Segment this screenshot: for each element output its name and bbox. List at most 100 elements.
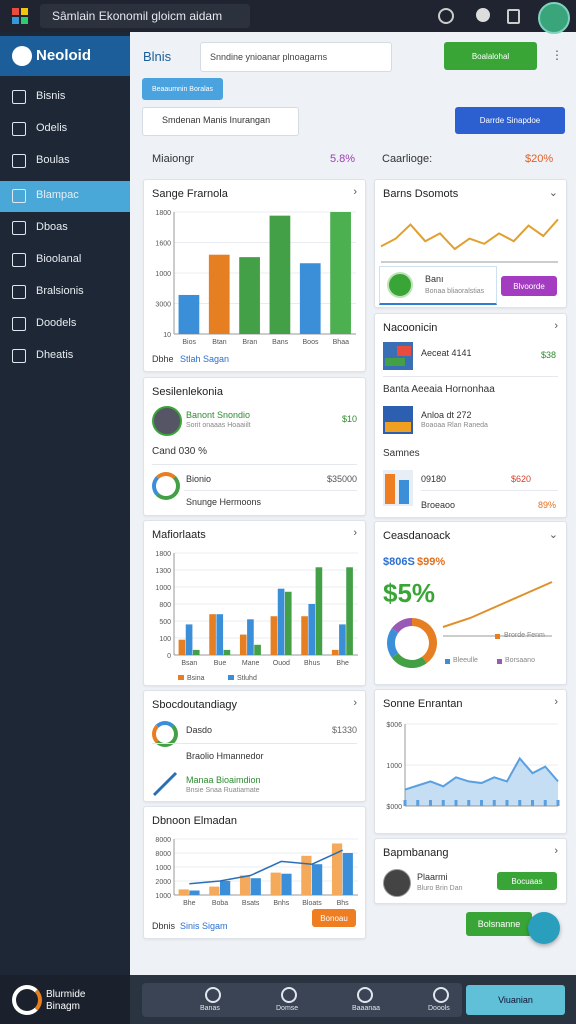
item-name: Banı [425, 274, 444, 284]
summary-label: Caarlioge: [382, 153, 433, 165]
donut-slice [387, 628, 399, 658]
card-title: Sange Frarnola [152, 188, 228, 200]
nav-button[interactable]: Viuanian [466, 985, 565, 1015]
item-detail: Bnsie Snaa Ruatiamate [186, 787, 260, 794]
nav-icon [357, 987, 373, 1003]
sidebar-item[interactable]: Bioolanal [36, 253, 82, 265]
area-tick [531, 800, 534, 806]
nav-icon [12, 221, 26, 235]
card-button[interactable]: Bonoau [312, 909, 356, 927]
sidebar-item[interactable]: Bisnis [36, 90, 66, 102]
chevron[interactable]: › [554, 845, 558, 857]
item-name: Dasdo [186, 725, 213, 735]
legend-label: Bsina [187, 675, 205, 681]
app-grid-icon[interactable] [12, 8, 28, 24]
x-tick-label: Ouod [273, 660, 290, 667]
x-tick-label: Bsats [242, 900, 260, 907]
area [405, 758, 558, 806]
item-icon [383, 470, 413, 506]
lock-icon[interactable] [507, 9, 520, 24]
summary-label: Miaiongr [152, 153, 195, 165]
y-tick-label: $006 [386, 722, 402, 729]
sidebar-item[interactable]: Boulas [36, 154, 70, 166]
y-tick-label: 2000 [155, 879, 171, 886]
avatar[interactable] [538, 2, 570, 34]
footer-logo [12, 985, 42, 1015]
footer-subtitle: Binagm [46, 1001, 80, 1012]
bar [185, 624, 193, 655]
sidebar-item[interactable]: Blampac [36, 189, 79, 201]
sidebar-footer: Blurmide Binagm [0, 975, 130, 1024]
y-tick-label: 800 [159, 602, 171, 609]
legend-label: Brorde Fenm [504, 632, 545, 639]
bar [331, 649, 339, 655]
y-tick-label: 1800 [155, 210, 171, 217]
combo-chart: 8000 8000 1000 2000 1000 Bhe Boba Bsats Bnhs Bloa… [155, 837, 358, 907]
filter-chip[interactable]: Beaaumnin Boralas [142, 78, 223, 100]
card-button[interactable]: Bocuaas [497, 872, 557, 890]
toolbar-button[interactable]: Darrde Sinapdoe [455, 107, 565, 134]
bar [209, 886, 220, 895]
chevron[interactable]: › [353, 186, 357, 198]
bar [216, 614, 224, 655]
chevron[interactable]: › [353, 697, 357, 709]
card-title: Sonne Enrantan [383, 698, 463, 710]
card: Nacoonicin › Aeceat 4141 $38 Banta Aeeaia… [374, 313, 567, 518]
chevron[interactable]: › [353, 527, 357, 539]
legend-label: Borsaano [505, 657, 535, 664]
search-box[interactable] [200, 42, 392, 72]
legend-swatch [497, 659, 502, 664]
bar [330, 212, 351, 334]
x-tick-label: Bios [182, 339, 196, 346]
chevron[interactable]: ⌄ [548, 529, 558, 541]
card-link[interactable]: Sinis Sigam [180, 921, 228, 931]
more-menu[interactable]: ⋮ [551, 48, 563, 62]
search-box-2[interactable] [142, 107, 299, 136]
y-tick-label: 1000 [155, 271, 171, 278]
divider [421, 490, 558, 491]
header-button[interactable]: Boalalohal [444, 42, 537, 70]
sidebar-item[interactable]: Dheatis [36, 349, 74, 361]
bar [281, 873, 292, 895]
bar [308, 604, 316, 655]
bar [312, 864, 323, 895]
nav-label[interactable]: Doools [428, 1005, 450, 1012]
nav-label[interactable]: Baaanaa [352, 1005, 381, 1012]
trend-icon [152, 771, 178, 797]
divider [152, 743, 357, 744]
trend-line [442, 581, 553, 637]
item-name: Aeceat 4141 [421, 348, 472, 358]
fab-button[interactable]: Bolsnanne [466, 912, 532, 936]
legend-swatch [495, 634, 500, 639]
search-placeholder: Snndine ynioanar plnoagarns [210, 52, 328, 62]
sidebar-item[interactable]: Doodels [36, 317, 77, 329]
chevron[interactable]: ⌄ [548, 187, 558, 199]
card-title: Sbocdoutandiagy [152, 699, 238, 711]
sidebar-item[interactable]: Bralsionis [36, 285, 84, 297]
notification-icon[interactable] [476, 8, 490, 22]
y-tick-label: 8000 [155, 851, 171, 858]
bar [269, 215, 291, 334]
subtitle: Cand 030 % [152, 446, 208, 457]
chevron[interactable]: › [554, 320, 558, 332]
bar [189, 890, 200, 895]
sidebar: Neoloid Bisnis Odelis Boulas Blampac Dboas Bi… [0, 32, 130, 975]
sidebar-item[interactable]: Odelis [36, 122, 68, 134]
sidebar-item[interactable]: Dboas [36, 221, 68, 233]
brand-logo [12, 46, 32, 66]
area-tick [505, 800, 509, 806]
bar [239, 257, 260, 334]
nav-label[interactable]: Banas [200, 1005, 220, 1012]
card-button[interactable]: Blvoorde [501, 276, 557, 296]
nav-icon [12, 285, 26, 299]
bar [284, 591, 292, 655]
fab-circle[interactable] [528, 912, 560, 944]
legend-swatch [228, 675, 234, 680]
chevron[interactable]: › [554, 696, 558, 708]
card-link[interactable]: Stlah Sagan [180, 354, 230, 364]
nav-label[interactable]: Domse [276, 1005, 299, 1012]
search-icon[interactable] [438, 8, 454, 24]
card: Sesilenlekonia Banont Snondio Sorit onaa… [143, 377, 366, 516]
card-title: Nacoonicin [383, 322, 438, 334]
x-tick-label: Bhs [337, 900, 350, 907]
